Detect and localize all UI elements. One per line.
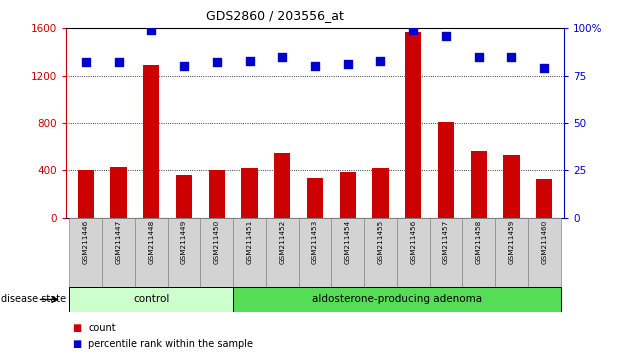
Bar (372, 168, 389, 218)
Bar (299, 218, 331, 287)
Point (507, 54, 517, 59)
Point (146, 27, 156, 33)
Point (441, 33, 451, 39)
Text: ■: ■ (72, 339, 82, 349)
Text: GSM211455: GSM211455 (377, 220, 384, 264)
Bar (438, 122, 454, 218)
Text: disease state: disease state (1, 295, 66, 304)
Bar (135, 218, 168, 287)
Bar (200, 218, 233, 287)
Bar (331, 218, 364, 287)
Bar (143, 65, 159, 218)
Text: GSM211456: GSM211456 (410, 220, 416, 264)
Text: GSM211451: GSM211451 (246, 220, 253, 264)
Bar (364, 218, 397, 287)
Bar (536, 179, 553, 218)
Bar (233, 287, 561, 312)
Text: percentile rank within the sample: percentile rank within the sample (88, 339, 253, 349)
Bar (69, 218, 102, 287)
Text: GSM211457: GSM211457 (443, 220, 449, 264)
Text: GSM211448: GSM211448 (148, 220, 154, 264)
Bar (405, 32, 421, 218)
Bar (233, 218, 266, 287)
Point (474, 54, 484, 59)
Text: ■: ■ (72, 323, 82, 333)
Bar (102, 218, 135, 287)
Bar (209, 170, 225, 218)
Bar (397, 218, 430, 287)
Text: GSM211454: GSM211454 (345, 220, 351, 264)
Bar (176, 175, 192, 218)
Point (310, 63, 320, 69)
Bar (69, 287, 233, 312)
Bar (168, 218, 200, 287)
Point (113, 59, 123, 65)
Text: GSM211449: GSM211449 (181, 220, 187, 264)
Bar (307, 178, 323, 218)
Bar (528, 218, 561, 287)
Bar (471, 152, 487, 218)
Bar (110, 167, 127, 218)
Text: GSM211450: GSM211450 (214, 220, 220, 264)
Bar (495, 218, 528, 287)
Text: aldosterone-producing adenoma: aldosterone-producing adenoma (312, 295, 482, 304)
Point (212, 59, 222, 65)
Bar (430, 218, 462, 287)
Point (244, 58, 255, 63)
Bar (274, 153, 290, 218)
Point (375, 58, 386, 63)
Text: GSM211458: GSM211458 (476, 220, 482, 264)
Text: count: count (88, 323, 116, 333)
Text: GSM211446: GSM211446 (83, 220, 89, 264)
Text: control: control (133, 295, 169, 304)
Bar (266, 218, 299, 287)
Point (408, 27, 418, 33)
Point (277, 54, 287, 59)
Point (179, 63, 189, 69)
Text: GSM211447: GSM211447 (115, 220, 122, 264)
Point (81, 59, 91, 65)
Bar (462, 218, 495, 287)
Text: GSM211453: GSM211453 (312, 220, 318, 264)
Text: GSM211460: GSM211460 (541, 220, 547, 264)
Bar (503, 155, 520, 218)
Text: GSM211459: GSM211459 (508, 220, 515, 264)
Bar (241, 168, 258, 218)
Point (343, 62, 353, 67)
Text: GSM211452: GSM211452 (279, 220, 285, 264)
Bar (340, 172, 356, 218)
Point (539, 65, 549, 71)
Bar (77, 170, 94, 218)
Text: GDS2860 / 203556_at: GDS2860 / 203556_at (206, 9, 344, 22)
